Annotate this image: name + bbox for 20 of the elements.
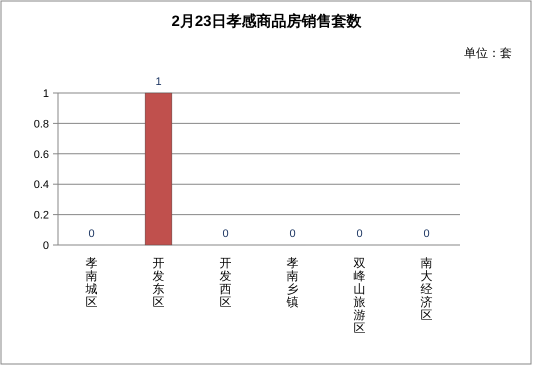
data-label: 0: [289, 228, 296, 240]
data-label: 0: [88, 228, 95, 240]
y-tick-label: 1: [42, 88, 49, 100]
y-tick-label: 0.4: [34, 179, 49, 192]
y-tick-label: 0: [42, 240, 49, 252]
y-tick-label: 0.8: [34, 118, 49, 130]
x-tick-label: 开发西区: [220, 256, 232, 309]
data-label: 0: [423, 228, 430, 240]
y-tick-label: 0.2: [34, 210, 49, 222]
text: 单位：套: [464, 46, 512, 60]
data-label: 0: [356, 228, 363, 240]
chart-title: 2月23日孝感商品房销售套数: [171, 12, 363, 30]
x-tick-label: 开发东区: [152, 256, 164, 309]
x-tick-label: 南大经济区: [420, 256, 432, 322]
data-label: 0: [222, 228, 229, 240]
data-label: 1: [155, 76, 162, 88]
x-tick-label: 孝南乡镇: [286, 256, 298, 309]
x-tick-label: 双峰山旅游区: [354, 256, 366, 335]
x-tick-label: 孝南城区: [84, 256, 98, 309]
y-tick-label: 0.6: [34, 148, 49, 161]
